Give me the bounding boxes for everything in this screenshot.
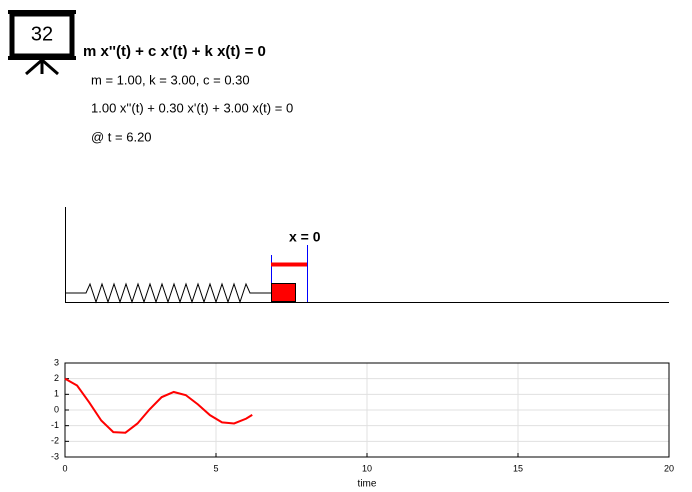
x-tick-label: 5 (213, 463, 218, 473)
x-tick-label: 15 (513, 463, 523, 473)
equation: m x''(t) + c x'(t) + k x(t) = 0 (83, 43, 266, 60)
x-axis-label: time (358, 479, 377, 490)
y-tick-label: -3 (51, 451, 59, 461)
marker-label: x = 0 (289, 229, 321, 245)
y-tick-label: 0 (54, 404, 59, 414)
series-line (64, 377, 253, 434)
y-tick-label: -1 (51, 420, 59, 430)
y-tick-label: -2 (51, 436, 59, 446)
time-label: @ t = 6.20 (91, 129, 152, 144)
x-tick-label: 0 (62, 463, 67, 473)
spring-diagram (65, 207, 669, 304)
x-tick-label: 20 (664, 463, 674, 473)
y-tick-label: 3 (54, 357, 59, 367)
x-tick-label: 10 (362, 463, 372, 473)
y-tick-label: 2 (54, 373, 59, 383)
plot-frame (64, 362, 670, 458)
icon (8, 10, 76, 76)
equation-numeric: 1.00 x''(t) + 0.30 x'(t) + 3.00 x(t) = 0 (91, 100, 293, 115)
params: m = 1.00, k = 3.00, c = 0.30 (91, 72, 250, 87)
icon-label: 32 (31, 23, 53, 45)
y-tick-label: 1 (54, 389, 59, 399)
